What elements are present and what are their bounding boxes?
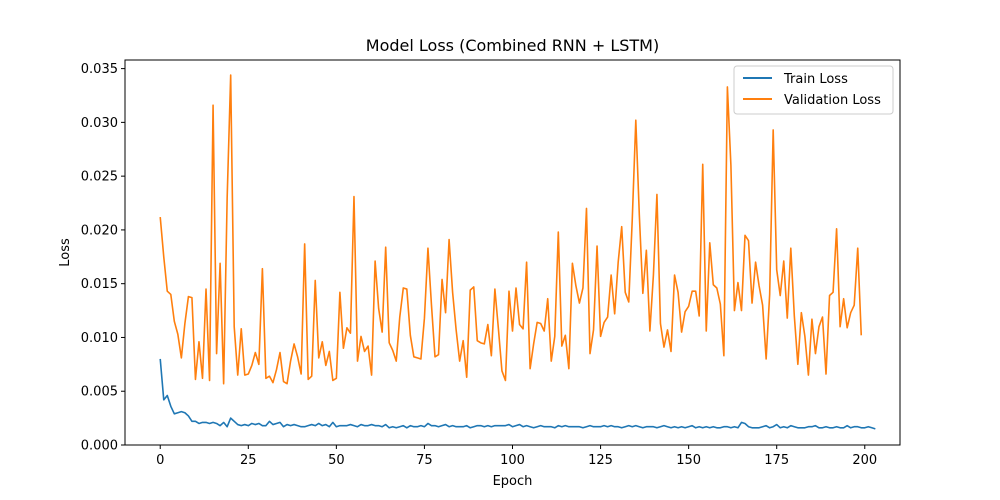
y-tick-label: 0.020 (81, 223, 118, 238)
x-axis-label: Epoch (493, 474, 533, 489)
y-tick-label: 0.030 (81, 116, 118, 131)
x-axis: 0 25 50 75 100 125 150 175 200 (156, 445, 877, 468)
legend-box (733, 65, 894, 115)
x-tick-label: 175 (764, 453, 789, 468)
chart-title: Model Loss (Combined RNN + LSTM) (366, 36, 659, 55)
y-tick-label: 0.010 (81, 331, 118, 346)
legend: Train Loss Validation Loss (733, 65, 894, 115)
series-line-validation (159, 74, 863, 385)
x-tick-label: 25 (240, 453, 257, 468)
x-tick-label: 100 (500, 453, 525, 468)
y-tick-label: 0.025 (81, 170, 118, 185)
legend-label-train: Train Loss (783, 72, 848, 87)
legend-label-validation: Validation Loss (784, 93, 881, 108)
y-tick-label: 0.035 (81, 62, 118, 77)
x-tick-label: 125 (588, 453, 613, 468)
y-tick-label: 0.005 (81, 385, 118, 400)
y-tick-label: 0.015 (81, 277, 118, 292)
x-tick-label: 50 (328, 453, 345, 468)
series-line-train (159, 358, 876, 430)
y-axis-label: Loss (58, 238, 73, 267)
plot-frame (124, 59, 901, 446)
x-tick-label: 0 (156, 453, 164, 468)
x-tick-label: 150 (676, 453, 701, 468)
plot-area (159, 74, 876, 430)
y-axis: 0.000 0.005 0.010 0.015 0.020 0.025 0.030 0.035 (81, 62, 125, 454)
y-tick-label: 0.000 (81, 439, 118, 454)
x-tick-label: 75 (416, 453, 433, 468)
x-tick-label: 200 (852, 453, 877, 468)
